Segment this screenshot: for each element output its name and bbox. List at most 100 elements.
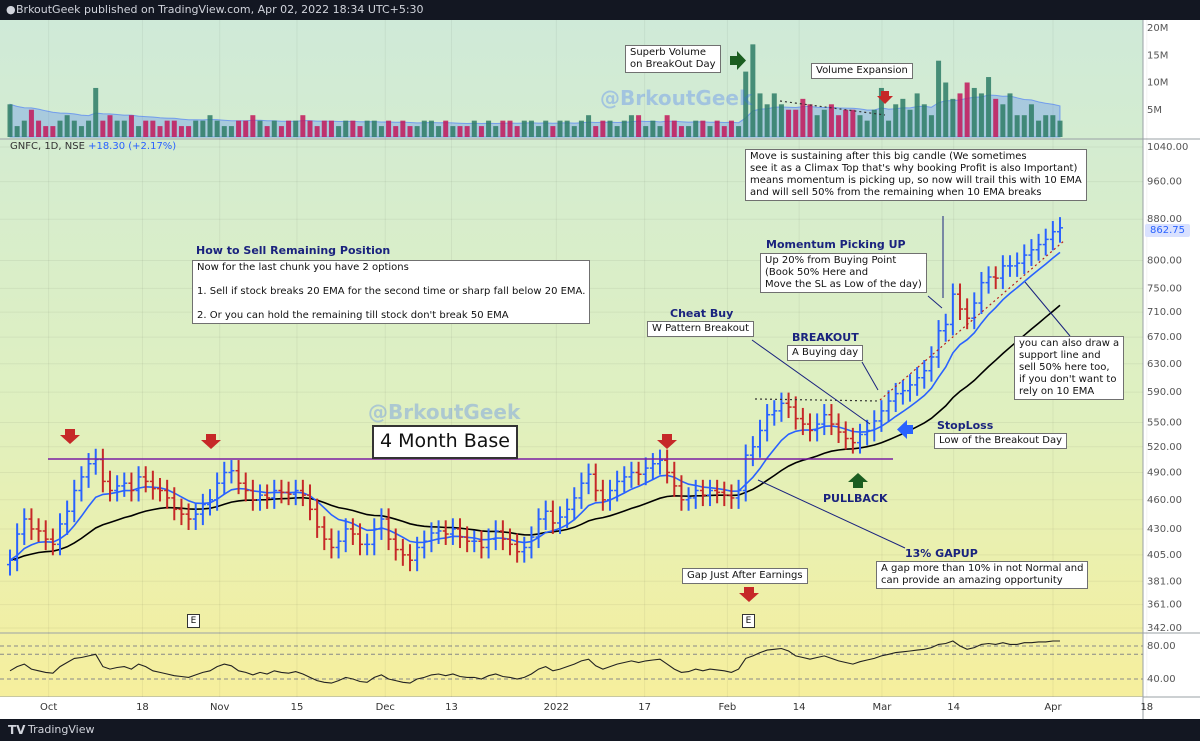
volume-tick-label: 10M — [1147, 78, 1168, 89]
ohlc-bar — [899, 380, 906, 405]
volume-bar — [643, 126, 649, 137]
ohlc-bar — [242, 472, 249, 502]
volume-bar — [786, 109, 792, 137]
volume-bar — [393, 126, 399, 137]
ohlc-bar — [978, 271, 985, 314]
volume-bar — [157, 126, 163, 137]
volume-bar — [478, 126, 484, 137]
time-tick-label: 2022 — [544, 702, 569, 713]
volume-bar — [236, 120, 242, 137]
volume-bar — [421, 120, 427, 137]
volume-bar — [593, 126, 599, 137]
ohlc-bar — [642, 457, 649, 486]
volume-bar — [571, 126, 577, 137]
volume-bar — [200, 120, 206, 137]
volume-bar — [400, 120, 406, 137]
top-bar: ● BrkoutGeek published on TradingView.co… — [0, 0, 1200, 20]
volume-bar — [7, 104, 13, 137]
ohlc-bar — [142, 466, 149, 493]
ohlc-bar — [892, 382, 899, 412]
cheat-title: Cheat Buy — [670, 307, 734, 320]
volume-bar — [357, 126, 363, 137]
earnings-badge[interactable]: E — [742, 614, 755, 628]
volume-bar — [714, 120, 720, 137]
breakout-body: A Buying day — [787, 345, 864, 361]
move-note: Move is sustaining after this big candle… — [745, 149, 1087, 201]
ohlc-bar — [864, 419, 871, 446]
ohlc-bar — [957, 283, 963, 321]
price-tick-label: 342.00 — [1147, 623, 1182, 634]
volume-title-note: Superb Volume on BreakOut Day — [625, 45, 721, 73]
volume-bar — [943, 82, 949, 137]
ohlc-bar — [949, 283, 956, 336]
watermark: @BrkoutGeek — [600, 86, 753, 110]
volume-bar — [171, 120, 177, 137]
volume-bar — [493, 126, 499, 137]
price-tick-label: 490.00 — [1147, 467, 1182, 478]
ohlc-bar — [921, 360, 928, 389]
volume-bar — [907, 109, 913, 137]
ohlc-bar — [571, 487, 578, 521]
ohlc-bar — [671, 461, 678, 497]
volume-bar — [957, 93, 963, 137]
time-axis-background — [0, 697, 1143, 719]
ohlc-bar — [849, 427, 856, 454]
earnings-badge[interactable]: E — [187, 614, 200, 628]
volume-bar — [1057, 120, 1063, 137]
volume-bar — [600, 120, 606, 137]
price-tick-label: 880.00 — [1147, 214, 1182, 225]
price-axis-background — [1143, 20, 1200, 719]
ohlc-bar — [628, 461, 635, 488]
ohlc-bar — [321, 516, 328, 551]
volume-bar — [1007, 93, 1013, 137]
volume-bar — [1014, 115, 1020, 137]
volume-tick-label: 20M — [1147, 23, 1168, 34]
ohlc-bar — [271, 479, 278, 509]
ohlc-bar — [735, 479, 742, 509]
volume-expansion-note: Volume Expansion — [811, 63, 913, 79]
ohlc-bar — [807, 413, 813, 442]
volume-bar — [750, 44, 756, 137]
volume-bar — [607, 120, 613, 137]
ohlc-bar — [35, 518, 42, 542]
volume-bar — [214, 120, 220, 137]
ohlc-bar — [878, 400, 885, 432]
ohlc-bar — [1021, 244, 1028, 275]
volume-bar — [628, 115, 634, 137]
ohlc-bar — [799, 407, 806, 436]
volume-bar — [828, 104, 834, 137]
ohlc-bar — [521, 536, 528, 563]
time-tick-label: Feb — [719, 702, 737, 713]
ohlc-bar — [649, 453, 656, 480]
ohlc-bar — [49, 528, 56, 556]
time-tick-label: Mar — [872, 702, 892, 713]
volume-bar — [307, 120, 313, 137]
ohlc-bar — [757, 419, 763, 458]
volume-bar — [664, 115, 670, 137]
drawings — [48, 51, 1071, 602]
ohlc-bar — [685, 487, 692, 511]
ohlc-bar — [42, 520, 49, 551]
ohlc-bar — [192, 503, 199, 530]
price-tick-label: 960.00 — [1147, 177, 1182, 188]
price-tick-label: 460.00 — [1147, 495, 1182, 506]
ohlc-bar — [557, 506, 563, 534]
volume-bar — [586, 115, 592, 137]
ohlc-bar — [278, 479, 285, 504]
ohlc-bar — [335, 530, 342, 559]
ohlc-bar — [1057, 217, 1063, 243]
volume-bar — [1021, 115, 1027, 137]
volume-bar — [207, 115, 213, 137]
volume-bar — [807, 104, 813, 137]
volume-bar — [800, 98, 806, 137]
ohlc-bar — [699, 479, 706, 507]
ohlc-bar — [157, 477, 163, 502]
volume-bar — [143, 120, 149, 137]
earnings-gap-note: Gap Just After Earnings — [682, 568, 808, 584]
ohlc-bar — [942, 313, 949, 342]
gapup-pointer — [757, 479, 906, 549]
time-tick-label: 14 — [947, 702, 960, 713]
volume-bar — [757, 93, 763, 137]
time-tick-label: 14 — [793, 702, 806, 713]
